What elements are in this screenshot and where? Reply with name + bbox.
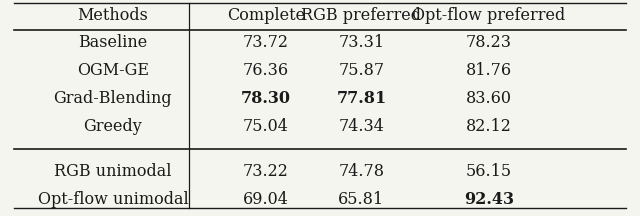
- Text: 69.04: 69.04: [243, 191, 289, 208]
- Text: 92.43: 92.43: [464, 191, 514, 208]
- Text: 56.15: 56.15: [466, 163, 512, 180]
- Text: Greedy: Greedy: [84, 118, 142, 135]
- Text: Complete: Complete: [227, 8, 305, 24]
- Text: 75.87: 75.87: [339, 62, 385, 79]
- Text: Grad-Blending: Grad-Blending: [54, 90, 172, 107]
- Text: 82.12: 82.12: [466, 118, 512, 135]
- Text: Opt-flow preferred: Opt-flow preferred: [412, 8, 566, 24]
- Text: RGB unimodal: RGB unimodal: [54, 163, 172, 180]
- Text: 73.22: 73.22: [243, 163, 289, 180]
- Text: Methods: Methods: [77, 8, 148, 24]
- Text: RGB preferred: RGB preferred: [301, 8, 421, 24]
- Text: 81.76: 81.76: [466, 62, 512, 79]
- Text: 73.72: 73.72: [243, 33, 289, 51]
- Text: 78.30: 78.30: [241, 90, 291, 107]
- Text: 78.23: 78.23: [466, 33, 512, 51]
- Text: 76.36: 76.36: [243, 62, 289, 79]
- Text: 74.34: 74.34: [339, 118, 385, 135]
- Text: 74.78: 74.78: [339, 163, 385, 180]
- Text: OGM-GE: OGM-GE: [77, 62, 149, 79]
- Text: Baseline: Baseline: [78, 33, 148, 51]
- Text: Opt-flow unimodal: Opt-flow unimodal: [38, 191, 188, 208]
- Text: 83.60: 83.60: [466, 90, 512, 107]
- Text: 65.81: 65.81: [339, 191, 385, 208]
- Text: 73.31: 73.31: [339, 33, 385, 51]
- Text: 75.04: 75.04: [243, 118, 289, 135]
- Text: 77.81: 77.81: [336, 90, 387, 107]
